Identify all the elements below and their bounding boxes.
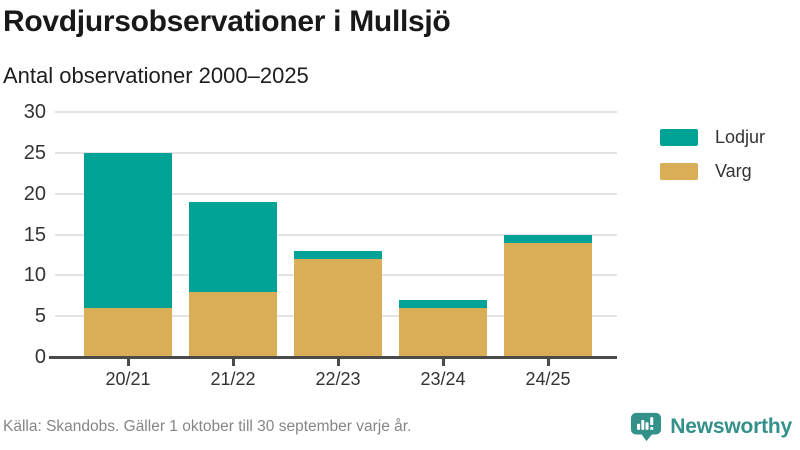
y-tick-label-5: 5 bbox=[34, 305, 46, 328]
newsworthy-wordmark: Newsworthy bbox=[670, 415, 792, 438]
bar-segment-varg-21-22 bbox=[189, 291, 277, 357]
legend-swatch-lodjur bbox=[660, 128, 698, 146]
bar-segment-lodjur-20-21 bbox=[84, 152, 172, 308]
newsworthy-logo[interactable]: Newsworthy bbox=[630, 411, 792, 443]
gridline-y15 bbox=[55, 233, 617, 236]
legend-item-lodjur: Lodjur bbox=[660, 127, 765, 147]
legend-label-varg: Varg bbox=[715, 161, 752, 181]
x-axis-line bbox=[49, 356, 617, 359]
gridline-y25 bbox=[55, 151, 617, 154]
bar-segment-lodjur-24-25 bbox=[504, 234, 592, 243]
gridline-y30 bbox=[55, 111, 617, 113]
x-tick-mark-22-23 bbox=[336, 359, 340, 366]
x-tick-label-20-21: 20/21 bbox=[105, 369, 151, 389]
x-tick-label-24-25: 24/25 bbox=[525, 369, 571, 389]
chart-footer: Källa: Skandobs. Gäller 1 oktober till 3… bbox=[3, 408, 792, 446]
chart-legend: Lodjur Varg bbox=[660, 127, 765, 195]
x-tick-mark-24-25 bbox=[546, 359, 550, 366]
y-tick-label-0: 0 bbox=[34, 346, 46, 368]
gridline-y20 bbox=[55, 192, 617, 195]
x-tick-label-23-24: 23/24 bbox=[420, 369, 466, 389]
stacked-bar-chart: 0 5 10 15 20 25 30 20/21 21/22 22/23 23/24 24/25 bbox=[0, 100, 800, 400]
source-note: Källa: Skandobs. Gäller 1 oktober till 3… bbox=[3, 418, 412, 435]
x-tick-mark-20-21 bbox=[126, 359, 130, 366]
y-tick-label-30: 30 bbox=[23, 101, 46, 123]
x-tick-label-22-23: 22/23 bbox=[315, 369, 361, 389]
y-tick-label-15: 15 bbox=[23, 223, 46, 246]
y-tick-label-20: 20 bbox=[23, 182, 46, 205]
x-tick-mark-23-24 bbox=[441, 359, 445, 366]
chart-title: Rovdjursobservationer i Mullsjö bbox=[3, 5, 451, 38]
x-tick-label-21-22: 21/22 bbox=[210, 369, 256, 389]
newsworthy-bubble-chart-icon bbox=[631, 412, 662, 442]
bar-segment-varg-22-23 bbox=[294, 259, 382, 357]
legend-label-lodjur: Lodjur bbox=[715, 127, 766, 147]
bar-segment-varg-23-24 bbox=[399, 308, 487, 357]
legend-item-varg: Varg bbox=[660, 161, 765, 181]
legend-swatch-varg bbox=[660, 162, 698, 180]
bar-segment-varg-20-21 bbox=[84, 308, 172, 357]
bar-segment-lodjur-23-24 bbox=[399, 299, 487, 308]
y-tick-label-25: 25 bbox=[23, 141, 46, 164]
bar-segment-lodjur-21-22 bbox=[189, 201, 277, 292]
bar-segment-varg-24-25 bbox=[504, 242, 592, 357]
chart-subtitle: Antal observationer 2000–2025 bbox=[3, 63, 309, 88]
x-tick-mark-21-22 bbox=[231, 359, 235, 366]
y-tick-label-10: 10 bbox=[23, 264, 46, 287]
bar-segment-lodjur-22-23 bbox=[294, 250, 382, 259]
